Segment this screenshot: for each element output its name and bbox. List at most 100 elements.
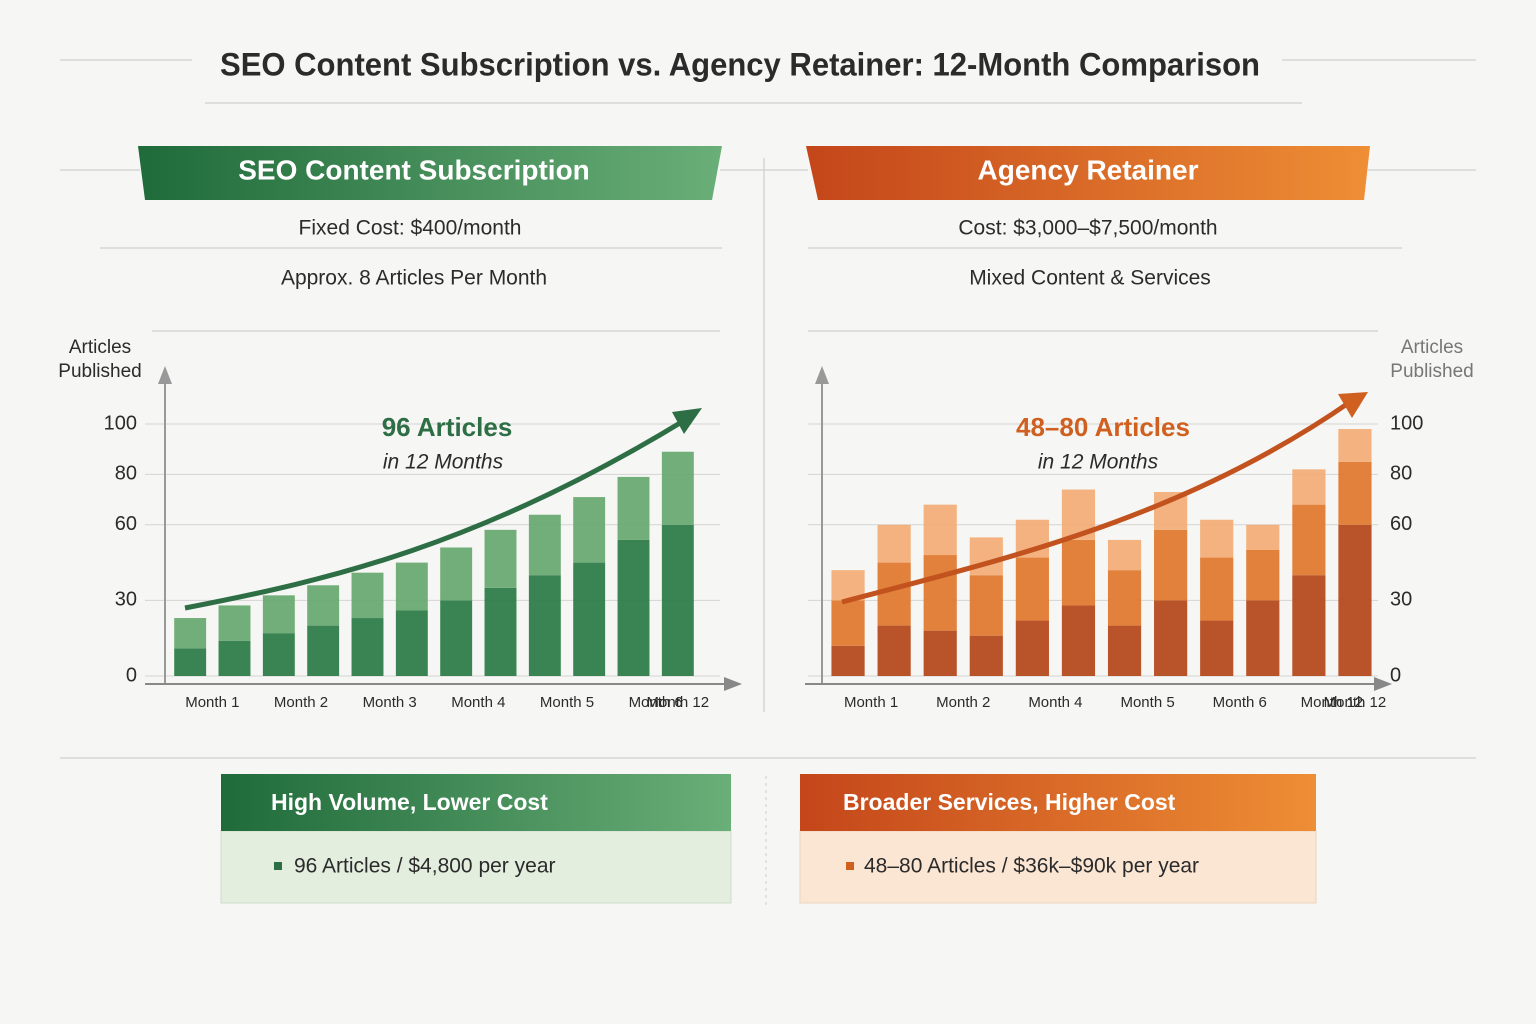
axis-arrow: [1374, 677, 1392, 691]
annotation: in 12 Months: [1038, 451, 1159, 474]
x-tick-label: Month 3: [363, 694, 417, 711]
annotation: in 12 Months: [383, 451, 504, 474]
bar-segment: [1200, 620, 1234, 676]
bar-segment: [1015, 557, 1049, 621]
bar-segment: [969, 537, 1003, 576]
panel-banner: [806, 146, 1370, 200]
bullet: [274, 862, 282, 870]
bar-segment: [1061, 605, 1096, 676]
bar-segment: [573, 497, 606, 563]
page-title: SEO Content Subscription vs. Agency Reta…: [220, 46, 1260, 82]
bar-segment: [1200, 557, 1234, 621]
bar-segment: [218, 605, 251, 641]
bar-segment: [440, 547, 473, 601]
bar-segment: [1338, 461, 1372, 525]
bar-segment: [877, 524, 911, 563]
summary-box: [220, 830, 732, 904]
bar-segment: [1015, 620, 1049, 676]
bar-segment: [923, 555, 957, 631]
bar-segment: [174, 618, 207, 649]
summary-heading: High Volume, Lower Cost: [271, 789, 548, 815]
bar-segment: [218, 640, 251, 676]
y-axis-title-box: Articles Published: [58, 337, 142, 382]
y-tick-label: 60: [1390, 513, 1412, 535]
bar-segment: [661, 524, 694, 676]
y-tick-label: 30: [115, 589, 137, 611]
panel-title: SEO Content Subscription: [238, 154, 590, 185]
bar-segment: [1154, 529, 1188, 601]
panel-title: Agency Retainer: [978, 154, 1199, 185]
bar-segment: [617, 476, 650, 540]
x-tick-label: Month 4: [451, 694, 505, 711]
bar-segment: [1061, 539, 1096, 606]
summary-header: [221, 774, 731, 831]
bar-segment: [528, 514, 561, 576]
x-tick-label: Month 6: [629, 694, 683, 711]
annotation: 48–80 Articles: [1016, 412, 1190, 442]
x-tick-label: Month 1: [844, 694, 898, 711]
bar-segment: [1246, 600, 1280, 676]
bar-segment: [395, 610, 428, 676]
x-tick-label: Month 2: [274, 694, 328, 711]
bullet: [846, 862, 854, 870]
x-tick-label: Month 6: [1213, 694, 1267, 711]
bar-segment: [351, 618, 384, 676]
volume-line: Mixed Content & Services: [969, 267, 1211, 290]
plots: 0 30 60 80 100 Month 1 Month 2 Month 3 Month 4 Mo…: [104, 412, 1424, 711]
bar-segment: [1246, 524, 1280, 550]
bar-segment: [1107, 570, 1142, 626]
y-tick-label: 30: [1390, 589, 1412, 611]
x-tick-label: Month 12: [1324, 694, 1387, 711]
summary-header: [800, 774, 1316, 831]
bar-segment: [528, 575, 561, 676]
bar-segment: [351, 572, 384, 619]
bar-segment: [307, 625, 340, 676]
y-tick-label: 0: [1390, 664, 1401, 686]
trend-arrowhead: [1338, 392, 1368, 418]
bar-segment: [969, 635, 1003, 676]
x-tick-label: Month 5: [1120, 694, 1174, 711]
summary-heading: Broader Services, Higher Cost: [843, 789, 1176, 815]
y-tick-label: 0: [126, 664, 137, 686]
cost-line: Cost: $3,000–$7,500/month: [958, 217, 1217, 240]
summary-box: [799, 830, 1317, 904]
trend-arrow: [841, 399, 1352, 605]
bar-segment: [573, 562, 606, 676]
bar-segment: [1338, 524, 1372, 676]
annotation: 96 Articles: [382, 412, 513, 442]
bar-segment: [923, 630, 957, 676]
bar-segment: [1292, 575, 1326, 676]
bar-segment: [1107, 625, 1142, 676]
bar-segment: [440, 600, 473, 676]
y-tick-label: 100: [104, 412, 137, 434]
y-axis-title: Articles Published: [58, 337, 142, 382]
bar-segment: [877, 562, 911, 626]
summary-text: 48–80 Articles / $36k–$90k per year: [864, 855, 1199, 878]
bar-segment: [661, 451, 694, 525]
x-tick-label: Month 2: [936, 694, 990, 711]
x-tick-label: Month 1: [185, 694, 239, 711]
y-tick-label: 80: [1390, 463, 1412, 485]
y-tick-label: 100: [1390, 412, 1423, 434]
bar-segment: [484, 529, 517, 588]
axis-arrow: [724, 677, 742, 691]
bar-segment: [1107, 539, 1142, 571]
trend-arrowhead: [672, 408, 702, 434]
bar-segment: [1200, 519, 1234, 558]
x-tick-label: Month 5: [540, 694, 594, 711]
bar-segment: [831, 600, 865, 646]
x-tick-label: Month 12: [1301, 694, 1364, 711]
bar-segment: [1292, 504, 1326, 576]
bar-segment: [1154, 600, 1188, 676]
bar-segment: [877, 625, 911, 676]
trend-arrow: [184, 417, 687, 611]
y-tick-label: 80: [115, 463, 137, 485]
cost-line: Fixed Cost: $400/month: [299, 217, 522, 240]
bar-segment: [1246, 550, 1280, 601]
x-tick-label: Month 4: [1028, 694, 1082, 711]
axis-arrow: [815, 366, 829, 384]
bar-segment: [923, 504, 957, 556]
summary-text: 96 Articles / $4,800 per year: [294, 855, 556, 878]
